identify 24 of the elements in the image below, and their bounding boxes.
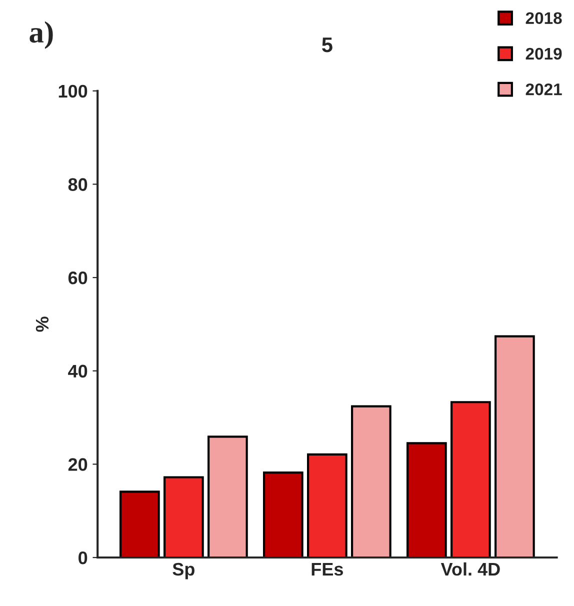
x-tick-label: Sp [172, 562, 194, 580]
bar [164, 476, 204, 558]
legend-label: 2018 [526, 12, 562, 24]
y-axis-title: % [36, 316, 49, 332]
bar [119, 490, 160, 558]
y-tick-label: 60 [68, 271, 88, 284]
y-tick-label: 40 [68, 364, 88, 378]
x-tick-label: Vol. 4D [440, 562, 500, 576]
bar [351, 405, 392, 558]
y-tick-label: 20 [68, 458, 88, 471]
y-tick-label: 100 [58, 84, 88, 98]
bar [494, 335, 535, 558]
y-tick-label: 0 [78, 551, 88, 564]
chart-title: 5 [322, 38, 332, 52]
bar [208, 436, 248, 558]
legend-label: 2019 [526, 48, 562, 60]
bar [307, 453, 348, 558]
text: a) [30, 21, 53, 49]
bar [406, 442, 447, 558]
bar [450, 401, 491, 558]
x-tick-label: FEs [312, 563, 343, 576]
legend-label: 2021 [526, 83, 562, 96]
y-tick-label: 80 [68, 178, 88, 191]
bar [262, 472, 304, 558]
